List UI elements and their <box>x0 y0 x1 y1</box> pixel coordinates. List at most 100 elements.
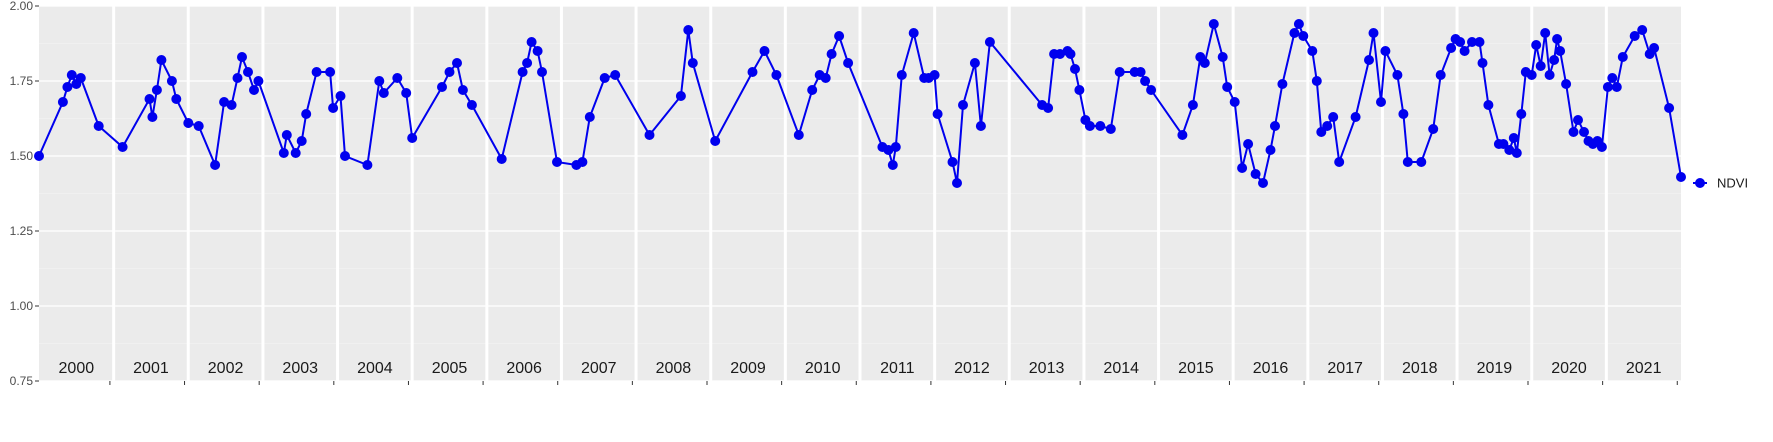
data-point-ndvi <box>253 76 264 86</box>
data-point-ndvi <box>644 130 655 140</box>
data-point-ndvi <box>93 121 104 131</box>
y-tick-label: 2.00 <box>10 0 34 13</box>
data-point-ndvi <box>457 85 468 95</box>
data-point-ndvi <box>537 67 547 77</box>
data-point-ndvi <box>929 70 940 80</box>
data-point-ndvi <box>969 58 980 68</box>
data-point-ndvi <box>1114 67 1125 77</box>
data-point-ndvi <box>1579 127 1589 137</box>
data-point-ndvi <box>147 112 158 122</box>
year-label: 2012 <box>954 360 990 377</box>
data-point-ndvi <box>932 109 943 119</box>
year-label: 2007 <box>581 360 617 377</box>
data-point-ndvi <box>1602 82 1613 92</box>
data-point-ndvi <box>1380 46 1391 56</box>
data-point-ndvi <box>1455 37 1466 47</box>
data-point-ndvi <box>896 70 907 80</box>
data-point-ndvi <box>249 85 259 95</box>
data-point-ndvi <box>1664 103 1675 113</box>
data-point-ndvi <box>374 76 385 86</box>
data-point-ndvi <box>710 136 721 146</box>
data-point-ndvi <box>1402 157 1413 167</box>
data-point-ndvi <box>610 70 621 80</box>
data-point-ndvi <box>1516 109 1527 119</box>
data-point-ndvi <box>517 67 528 77</box>
data-point-ndvi <box>171 94 182 104</box>
data-point-ndvi <box>1243 139 1254 149</box>
data-point-ndvi <box>887 160 898 170</box>
year-label: 2011 <box>880 360 915 377</box>
year-label: 2004 <box>357 360 393 377</box>
data-point-ndvi <box>1637 25 1648 35</box>
data-point-ndvi <box>1477 58 1488 68</box>
data-point-ndvi <box>687 58 698 68</box>
data-point-ndvi <box>1222 82 1233 92</box>
data-point-ndvi <box>57 97 68 107</box>
data-point-ndvi <box>401 88 412 98</box>
data-point-ndvi <box>1561 79 1572 89</box>
data-point-ndvi <box>1084 121 1095 131</box>
data-point-ndvi <box>34 151 44 161</box>
data-point-ndvi <box>1435 70 1446 80</box>
data-point-ndvi <box>1217 52 1228 62</box>
data-point-ndvi <box>1467 37 1477 47</box>
data-point-ndvi <box>1277 79 1288 89</box>
data-point-ndvi <box>952 178 962 188</box>
data-point-ndvi <box>1368 28 1379 38</box>
data-point-ndvi <box>1270 121 1280 131</box>
data-point-ndvi <box>1146 85 1157 95</box>
data-point-ndvi <box>683 25 694 35</box>
data-point-ndvi <box>890 142 901 152</box>
data-point-ndvi <box>243 67 253 77</box>
data-point-ndvi <box>1596 142 1607 152</box>
data-point-ndvi <box>1649 43 1660 53</box>
data-point-ndvi <box>452 58 462 68</box>
data-point-ndvi <box>675 91 686 101</box>
year-label: 2021 <box>1626 360 1662 377</box>
data-point-ndvi <box>908 28 919 38</box>
data-point-ndvi <box>793 130 804 140</box>
data-point-ndvi <box>290 148 301 158</box>
data-point-ndvi <box>1298 31 1309 41</box>
data-point-ndvi <box>1070 64 1080 74</box>
data-point-ndvi <box>1364 55 1374 65</box>
y-tick-label: 1.25 <box>10 224 34 238</box>
data-point-ndvi <box>1617 52 1628 62</box>
data-point-ndvi <box>1526 70 1537 80</box>
year-label: 2019 <box>1477 360 1513 377</box>
data-point-ndvi <box>1555 46 1566 56</box>
data-point-ndvi <box>378 88 389 98</box>
data-point-ndvi <box>577 157 588 167</box>
data-point-ndvi <box>1607 73 1618 83</box>
data-point-ndvi <box>1531 40 1542 50</box>
data-point-ndvi <box>219 97 230 107</box>
y-tick-label: 1.75 <box>10 74 34 88</box>
data-point-ndvi <box>1428 124 1439 134</box>
year-label: 2015 <box>1178 360 1214 377</box>
data-point-ndvi <box>1095 121 1106 131</box>
data-point-ndvi <box>1258 178 1268 188</box>
data-point-ndvi <box>1544 70 1555 80</box>
data-point-ndvi <box>1208 19 1219 29</box>
data-point-ndvi <box>947 157 958 167</box>
data-point-ndvi <box>362 160 373 170</box>
data-point-ndvi <box>117 142 128 152</box>
year-label: 2013 <box>1029 360 1065 377</box>
data-point-ndvi <box>1328 112 1339 122</box>
data-point-ndvi <box>958 100 968 110</box>
data-point-ndvi <box>407 133 418 143</box>
data-point-ndvi <box>466 100 477 110</box>
data-point-ndvi <box>335 91 346 101</box>
data-point-ndvi <box>281 130 292 140</box>
data-point-ndvi <box>584 112 595 122</box>
data-point-ndvi <box>1504 145 1515 155</box>
data-point-ndvi <box>1334 157 1345 167</box>
data-point-ndvi <box>1289 28 1300 38</box>
data-point-ndvi <box>1105 124 1116 134</box>
data-point-ndvi <box>1474 37 1485 47</box>
data-point-ndvi <box>156 55 167 65</box>
data-point-ndvi <box>444 67 455 77</box>
data-point-ndvi <box>1676 172 1686 182</box>
data-point-ndvi <box>66 70 77 80</box>
legend-marker-ndvi <box>1695 178 1705 188</box>
